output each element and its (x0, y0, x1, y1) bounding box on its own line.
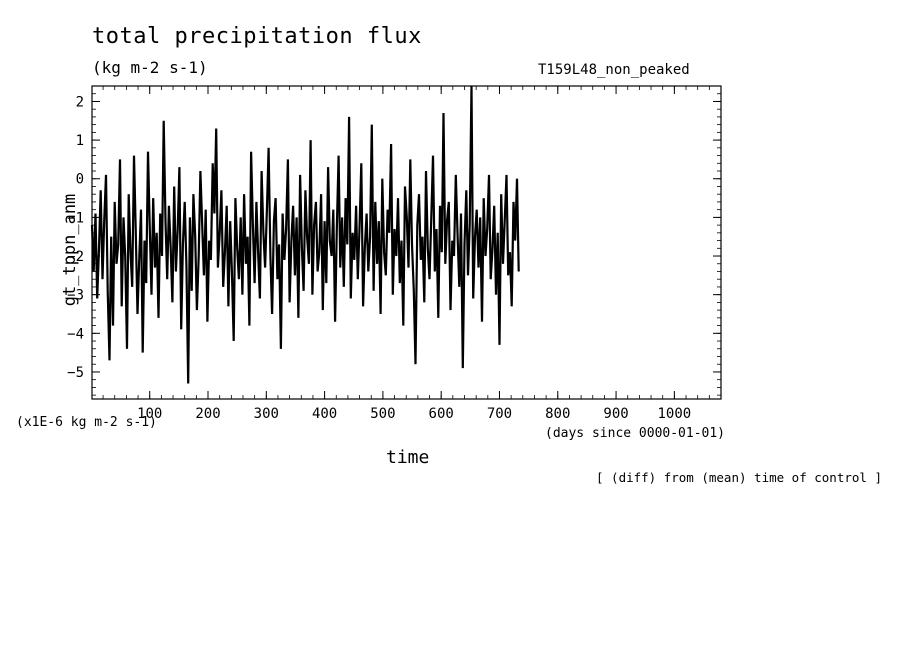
y-tick-label: 2 (76, 94, 84, 110)
x-axis-ticks: 100 200 300 400 500 600 700 800 900 1000 (102, 86, 710, 422)
y-tick-label: −5 (67, 365, 84, 381)
y-tick-label: −2 (67, 249, 84, 265)
x-tick-label: 400 (312, 406, 337, 422)
series-line (90, 85, 520, 384)
x-tick-label: 500 (370, 406, 395, 422)
y-axis-ticks: −5 −4 −3 −2 −1 0 1 2 (67, 93, 721, 396)
x-tick-label: 900 (603, 406, 628, 422)
y-tick-label: 1 (76, 133, 84, 149)
x-axis-units: (days since 0000-01-01) (545, 426, 726, 441)
series-layer (90, 85, 520, 384)
x-tick-label: 800 (545, 406, 570, 422)
x-tick-label: 300 (254, 406, 279, 422)
y-tick-label: 0 (76, 172, 84, 188)
chart-title: total precipitation flux (92, 24, 422, 49)
chart-units: (kg m-2 s-1) (92, 58, 208, 77)
y-tick-label: −4 (67, 326, 84, 342)
run-name: T159L48_non_peaked (538, 62, 690, 78)
plot-frame (91, 85, 722, 400)
x-tick-label: 100 (137, 406, 162, 422)
x-tick-label: 600 (429, 406, 454, 422)
x-axis-label: time (386, 447, 430, 468)
x-tick-label: 700 (487, 406, 512, 422)
y-tick-label: −3 (67, 288, 84, 304)
y-tick-label: −1 (67, 210, 84, 226)
y-scale-note: (x1E-6 kg m-2 s-1) (16, 415, 157, 430)
x-tick-label: 200 (195, 406, 220, 422)
footnote: [ (diff) from (mean) time of control ] (596, 470, 882, 485)
x-tick-label: 1000 (658, 406, 692, 422)
y-axis-label: gt_tppn_anm (60, 193, 80, 307)
